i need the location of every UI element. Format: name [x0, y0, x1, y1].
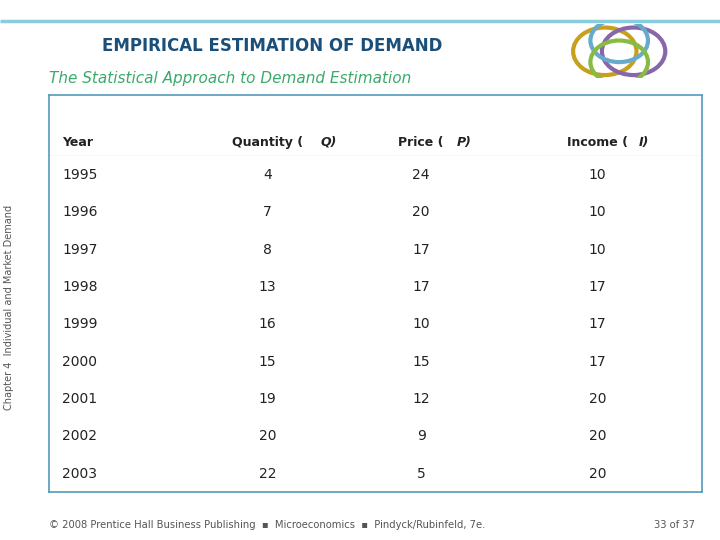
Text: I): I) — [639, 136, 649, 148]
Text: 7: 7 — [264, 205, 272, 219]
Text: EMPIRICAL ESTIMATION OF DEMAND: EMPIRICAL ESTIMATION OF DEMAND — [102, 37, 443, 56]
Text: 1997: 1997 — [62, 242, 97, 256]
Text: 1998: 1998 — [62, 280, 97, 294]
Text: Year: Year — [62, 136, 93, 148]
Text: 2001: 2001 — [62, 392, 97, 406]
Text: The Statistical Approach to Demand Estimation: The Statistical Approach to Demand Estim… — [49, 71, 411, 86]
Text: Demand Data: Demand Data — [150, 104, 261, 119]
Text: 22: 22 — [259, 467, 276, 481]
Text: © 2008 Prentice Hall Business Publishing  ▪  Microeconomics  ▪  Pindyck/Rubinfel: © 2008 Prentice Hall Business Publishing… — [49, 520, 485, 530]
Text: 1996: 1996 — [62, 205, 97, 219]
Text: 24: 24 — [413, 168, 430, 182]
Text: 20: 20 — [259, 429, 276, 443]
Text: 17: 17 — [589, 280, 606, 294]
Text: Chapter 4  Individual and Market Demand: Chapter 4 Individual and Market Demand — [4, 205, 14, 410]
Text: TABLE 4.5: TABLE 4.5 — [63, 104, 145, 119]
Text: 15: 15 — [259, 355, 276, 369]
Text: 33 of 37: 33 of 37 — [654, 520, 695, 530]
Text: 17: 17 — [589, 318, 606, 331]
Text: 20: 20 — [589, 429, 606, 443]
Text: 17: 17 — [589, 355, 606, 369]
Text: 13: 13 — [259, 280, 276, 294]
Text: 8: 8 — [264, 242, 272, 256]
Text: 5: 5 — [417, 467, 426, 481]
Text: Quantity (: Quantity ( — [232, 136, 303, 148]
Text: 2002: 2002 — [62, 429, 97, 443]
Text: 4: 4 — [264, 168, 272, 182]
Text: 2003: 2003 — [62, 467, 97, 481]
Text: *4.6: *4.6 — [32, 37, 82, 58]
Text: 17: 17 — [413, 280, 430, 294]
Text: 1999: 1999 — [62, 318, 97, 331]
Text: 10: 10 — [589, 205, 606, 219]
Text: 16: 16 — [259, 318, 276, 331]
Text: 12: 12 — [413, 392, 430, 406]
Text: 10: 10 — [589, 168, 606, 182]
Text: 20: 20 — [413, 205, 430, 219]
Text: 1995: 1995 — [62, 168, 97, 182]
Text: Q): Q) — [320, 136, 337, 148]
Text: 10: 10 — [589, 242, 606, 256]
Text: 9: 9 — [417, 429, 426, 443]
Text: 20: 20 — [589, 392, 606, 406]
Text: Price (: Price ( — [398, 136, 444, 148]
Text: 20: 20 — [589, 467, 606, 481]
Text: 2000: 2000 — [62, 355, 97, 369]
Text: P): P) — [456, 136, 472, 148]
Text: Income (: Income ( — [567, 136, 628, 148]
Text: 10: 10 — [413, 318, 430, 331]
Text: 19: 19 — [259, 392, 276, 406]
Text: 17: 17 — [413, 242, 430, 256]
Text: 15: 15 — [413, 355, 430, 369]
